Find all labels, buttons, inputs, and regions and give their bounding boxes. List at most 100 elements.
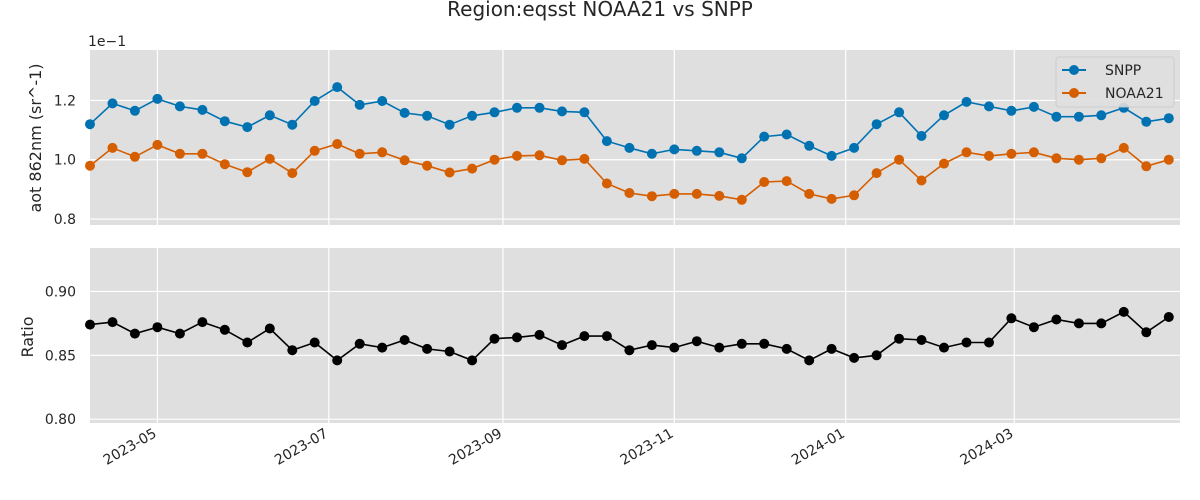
top-series-0-point xyxy=(444,119,455,130)
bottom-series-0-point xyxy=(129,328,140,339)
top-series-1-point xyxy=(601,178,612,189)
top-series-1-point xyxy=(1006,148,1017,159)
bottom-series-0-point xyxy=(287,345,298,356)
bottom-series-0-point xyxy=(377,342,388,353)
top-series-0-point xyxy=(152,93,163,104)
top-series-0-point xyxy=(1028,101,1039,112)
top-y-tick-label: 1.2 xyxy=(54,93,76,109)
bottom-series-0-point xyxy=(557,340,567,351)
bottom-series-0-point xyxy=(1006,313,1017,324)
bottom-y-tick-label: 0.80 xyxy=(45,412,76,428)
top-series-0-point xyxy=(107,98,118,109)
top-plot-background xyxy=(90,50,1180,225)
top-series-0-point xyxy=(174,101,185,112)
bottom-series-0-point xyxy=(197,317,208,328)
top-series-1-point xyxy=(826,193,837,204)
bottom-series-0-point xyxy=(984,337,994,348)
bottom-series-0-point xyxy=(691,336,702,347)
top-series-1-point xyxy=(512,150,522,161)
top-series-1-point xyxy=(534,150,545,161)
top-series-0-point xyxy=(557,106,567,117)
top-series-1-point xyxy=(242,167,253,178)
top-series-0-point xyxy=(579,107,590,118)
bottom-series-0-point xyxy=(1141,327,1152,338)
bottom-series-0-point xyxy=(332,355,343,366)
top-series-0-point xyxy=(781,129,792,140)
bottom-series-0-point xyxy=(579,331,590,342)
bottom-plot-background xyxy=(90,248,1180,423)
top-series-0-point xyxy=(1096,110,1107,121)
top-series-1-point xyxy=(129,151,140,162)
top-series-0-point xyxy=(984,101,994,112)
top-series-0-point xyxy=(242,122,253,133)
bottom-series-0-point xyxy=(242,337,253,348)
top-series-0-point xyxy=(377,96,388,106)
bottom-series-0-point xyxy=(1096,318,1107,329)
top-series-1-point xyxy=(961,147,972,158)
top-series-0-point xyxy=(871,119,882,130)
top-series-1-point xyxy=(1141,161,1152,172)
top-series-0-point xyxy=(332,82,343,93)
top-series-0-point xyxy=(736,153,747,164)
top-series xyxy=(85,82,1174,205)
top-series-1-point xyxy=(804,188,815,199)
bottom-grid xyxy=(90,248,1180,423)
legend-swatch-snpp-marker xyxy=(1069,65,1079,75)
top-series-0-point xyxy=(849,142,860,153)
top-series-1-point xyxy=(467,163,478,174)
top-series-1-point xyxy=(939,158,949,169)
bottom-series-0-point xyxy=(489,333,500,344)
top-series-1-point xyxy=(174,148,185,159)
top-series-1-point xyxy=(1073,154,1084,165)
chart-title: Region:eqsst NOAA21 vs SNPP xyxy=(447,0,753,21)
bottom-panel: 0.80 0.85 0.90 2023-05 2023-07 2023-09 2023-1… xyxy=(18,248,1180,469)
top-series-0-point xyxy=(219,116,230,127)
top-series-1-point xyxy=(669,188,680,199)
bottom-series-0-point xyxy=(107,317,118,328)
legend-swatch-noaa21-marker xyxy=(1069,88,1079,98)
bottom-series-0-point xyxy=(1163,312,1174,322)
bottom-series-0-point xyxy=(444,346,455,357)
top-series-1-point xyxy=(714,190,725,201)
bottom-series-0-point xyxy=(849,352,860,363)
top-series-1-point xyxy=(399,155,410,166)
bottom-series-0-point xyxy=(894,333,905,344)
bottom-series-0-point xyxy=(467,355,478,366)
bottom-series-0-point xyxy=(961,337,972,348)
top-series-0-point xyxy=(1141,116,1152,127)
top-series-1-point xyxy=(197,148,208,159)
top-series-0-point xyxy=(894,107,905,118)
legend-label-snpp: SNPP xyxy=(1105,63,1141,79)
bottom-series-0-point xyxy=(646,340,657,351)
bottom-y-axis-label: Ratio xyxy=(18,316,37,357)
bottom-series-0-point xyxy=(714,342,725,353)
top-series-1-point xyxy=(759,177,770,187)
top-series-0-point xyxy=(85,119,95,130)
top-y-axis-label: aot 862nm (sr^-1) xyxy=(26,63,45,212)
top-series-1-point xyxy=(646,191,657,202)
top-series-1-point xyxy=(624,188,635,198)
x-tick-label: 2023-05 xyxy=(101,426,160,469)
top-y-tick-label: 1.0 xyxy=(54,153,76,169)
top-series-0-point xyxy=(1163,113,1174,124)
x-tick-label: 2023-07 xyxy=(272,426,331,469)
top-series-1-point xyxy=(849,190,860,201)
bottom-y-tick-label: 0.85 xyxy=(45,348,76,364)
bottom-series-0-point xyxy=(85,319,95,330)
bottom-series-0-point xyxy=(601,331,612,342)
top-series-1-point xyxy=(1051,153,1062,164)
bottom-series-0-point xyxy=(1118,306,1129,317)
bottom-series-0-point xyxy=(512,332,522,343)
legend: SNPP NOAA21 xyxy=(1055,56,1175,108)
bottom-series-0-point xyxy=(624,345,635,356)
bottom-series-0-point xyxy=(781,343,792,354)
x-ticks: 2023-05 2023-07 2023-09 2023-11 2024-01 2024-… xyxy=(101,426,1016,469)
top-series-0-point xyxy=(961,96,972,107)
top-series-1-point xyxy=(984,150,994,161)
top-series-0-point xyxy=(489,107,500,118)
top-series-0-point xyxy=(197,104,208,115)
bottom-series-0-point xyxy=(174,328,185,339)
top-series-0-point xyxy=(534,102,545,113)
top-series-1-point xyxy=(871,168,882,179)
top-series-1-point xyxy=(309,145,320,156)
